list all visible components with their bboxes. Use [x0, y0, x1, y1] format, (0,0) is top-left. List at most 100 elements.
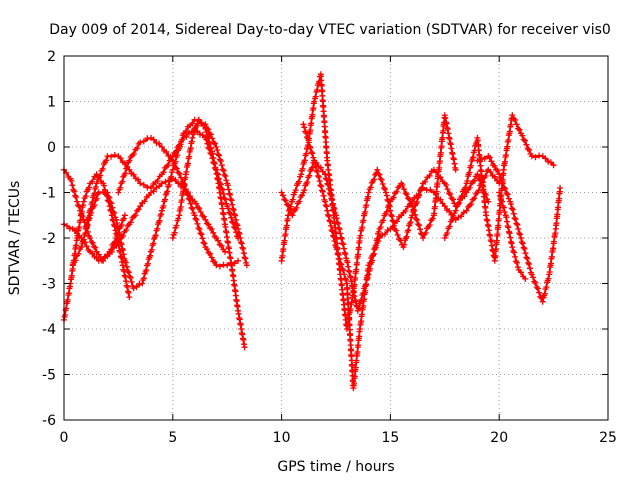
interp-point	[221, 171, 228, 178]
interp-point	[518, 239, 525, 246]
interp-point	[510, 248, 517, 254]
data-point	[213, 144, 220, 150]
interp-point	[367, 184, 374, 191]
interp-point	[108, 153, 115, 160]
interp-point	[467, 162, 474, 169]
interp-point	[366, 259, 373, 266]
interp-point	[89, 250, 96, 257]
interp-point	[506, 230, 513, 237]
interp-point	[230, 207, 237, 214]
interp-point	[444, 186, 451, 193]
series-sat-k	[441, 112, 557, 264]
interp-point	[341, 245, 347, 252]
interp-point	[312, 159, 318, 166]
interp-point	[305, 139, 312, 146]
interp-point	[132, 212, 139, 219]
interp-point	[174, 152, 181, 159]
interp-point	[433, 191, 440, 198]
interp-point	[377, 224, 384, 231]
interp-point	[319, 188, 326, 195]
interp-point	[335, 220, 342, 227]
interp-point	[338, 234, 345, 241]
data-point	[222, 248, 228, 255]
interp-point	[518, 269, 524, 276]
interp-point	[304, 134, 310, 140]
interp-point	[498, 176, 505, 183]
interp-point	[236, 230, 243, 237]
interp-point	[89, 239, 96, 246]
series-line	[302, 123, 501, 390]
interp-point	[108, 200, 115, 207]
data-point	[113, 216, 120, 223]
interp-point	[517, 231, 524, 238]
interp-point	[133, 284, 140, 291]
data-point	[528, 271, 535, 278]
interp-point	[84, 222, 91, 229]
interp-point	[230, 205, 236, 212]
interp-point	[98, 257, 105, 264]
interp-point	[532, 279, 539, 286]
interp-point	[135, 176, 141, 183]
interp-point	[158, 211, 165, 218]
interp-point	[194, 220, 201, 227]
data-point	[322, 198, 329, 205]
interp-point	[115, 225, 122, 232]
interp-point	[322, 175, 329, 182]
interp-point	[307, 144, 314, 151]
interp-point	[388, 211, 395, 218]
interp-point	[175, 215, 182, 222]
data-point	[148, 185, 154, 191]
interp-point	[527, 265, 533, 272]
data-point	[420, 185, 426, 191]
interp-point	[242, 255, 249, 262]
interp-point	[303, 129, 310, 136]
interp-point	[186, 129, 193, 136]
interp-point	[304, 179, 311, 186]
chart-title: Day 009 of 2014, Sidereal Day-to-day VTE…	[49, 22, 611, 38]
interp-point	[318, 183, 325, 190]
data-point	[202, 125, 209, 132]
interp-point	[93, 195, 100, 202]
interp-point	[227, 210, 234, 217]
interp-point	[154, 225, 161, 232]
interp-point	[375, 228, 382, 235]
interp-point	[82, 230, 89, 237]
interp-point	[327, 191, 334, 198]
interp-point	[234, 222, 241, 229]
interp-point	[312, 163, 319, 170]
interp-point	[375, 238, 382, 244]
interp-point	[524, 145, 531, 152]
interp-point	[99, 165, 106, 172]
interp-point	[225, 186, 232, 193]
interp-point	[126, 273, 133, 280]
interp-point	[516, 230, 523, 237]
interp-point	[413, 215, 420, 222]
interp-point	[447, 191, 454, 198]
interp-point	[82, 193, 89, 200]
y-tick-label: -4	[42, 322, 56, 338]
data-point	[298, 171, 305, 178]
interp-point	[382, 186, 388, 193]
interp-point	[341, 249, 348, 256]
data-point	[518, 235, 524, 241]
interp-point	[491, 162, 498, 169]
data-point	[441, 235, 448, 241]
interp-point	[494, 167, 501, 174]
interp-point	[337, 230, 344, 237]
interp-point	[511, 249, 518, 256]
interp-point	[76, 203, 83, 210]
interp-point	[328, 227, 335, 234]
interp-point	[468, 201, 475, 208]
y-tick-label: -1	[42, 186, 56, 202]
interp-point	[119, 178, 126, 185]
interp-point	[211, 259, 218, 266]
y-tick-label: -3	[42, 277, 56, 293]
interp-point	[163, 148, 170, 155]
interp-point	[216, 152, 222, 159]
interp-point	[523, 254, 530, 261]
interp-point	[199, 235, 206, 242]
data-point	[496, 171, 503, 178]
data-point	[374, 166, 381, 173]
interp-point	[77, 207, 84, 214]
